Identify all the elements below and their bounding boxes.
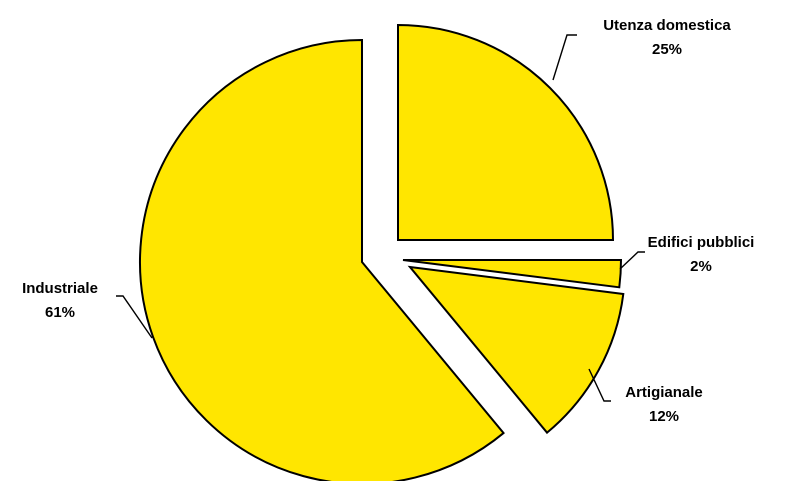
slice-value-industriale: 61%	[45, 304, 75, 321]
pie-slice-utenza-domestica	[397, 23, 615, 241]
leader-line-industriale	[116, 295, 153, 339]
slice-value-artigianale: 12%	[649, 408, 679, 425]
slice-label-artigianale: Artigianale	[625, 384, 703, 401]
leader-line-edifici-pubblici	[619, 251, 645, 270]
leader-line-utenza-domestica	[552, 34, 577, 81]
slice-label-industriale: Industriale	[22, 280, 98, 297]
pie-slice-industriale	[139, 38, 505, 481]
slice-value-edifici-pubblici: 2%	[690, 258, 712, 275]
pie-slice-edifici-pubblici	[402, 259, 623, 289]
slice-label-edifici-pubblici: Edifici pubblici	[648, 234, 755, 251]
slice-value-utenza-domestica: 25%	[652, 41, 682, 58]
slice-label-utenza-domestica: Utenza domestica	[603, 17, 731, 34]
leader-line-artigianale	[588, 368, 611, 402]
pie-slice-artigianale	[407, 265, 625, 435]
